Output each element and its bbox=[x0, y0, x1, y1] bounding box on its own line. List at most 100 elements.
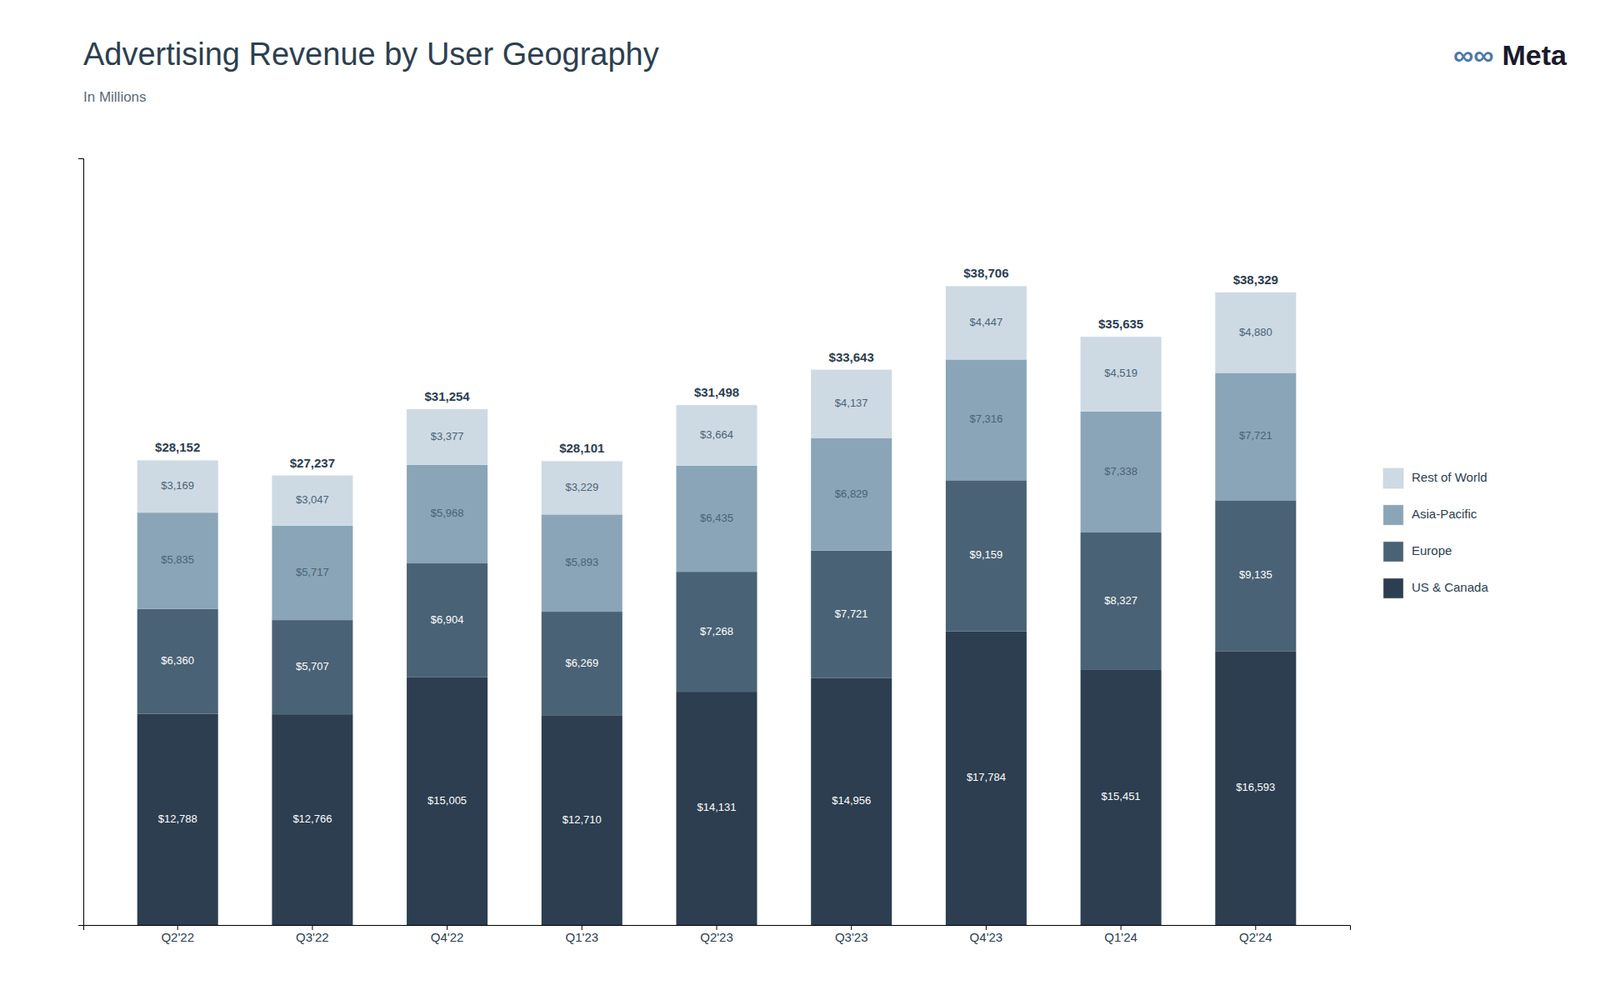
x-tick-label: Q4'22 bbox=[430, 930, 465, 945]
legend-label: Rest of World bbox=[1411, 470, 1488, 485]
data-label: $6,435 bbox=[700, 511, 734, 525]
bar bbox=[945, 480, 1027, 631]
x-tick-label: Q3'22 bbox=[295, 930, 330, 945]
data-label: $17,784 bbox=[966, 770, 1006, 784]
bar bbox=[945, 285, 1027, 360]
data-label: $15,451 bbox=[1101, 790, 1141, 803]
bar bbox=[945, 631, 1027, 925]
bar bbox=[1080, 336, 1162, 412]
y-axis bbox=[78, 159, 85, 926]
x-tick: Q1'23 bbox=[565, 925, 600, 945]
data-label: $3,664 bbox=[700, 428, 734, 441]
data-label: $12,788 bbox=[158, 812, 198, 825]
data-label: $9,159 bbox=[970, 548, 1004, 561]
x-tick: Q1'24 bbox=[1104, 925, 1138, 945]
bar bbox=[675, 571, 757, 692]
data-label: $6,829 bbox=[835, 487, 869, 500]
x-tick-label: Q2'23 bbox=[700, 930, 734, 945]
bar bbox=[406, 563, 488, 678]
data-label: $6,360 bbox=[160, 654, 195, 667]
bar bbox=[137, 460, 219, 513]
data-label: $4,519 bbox=[1104, 366, 1138, 380]
x-tick-label: Q2'22 bbox=[160, 930, 195, 945]
data-label: $3,229 bbox=[565, 480, 599, 494]
legend-item: Asia-Pacific bbox=[1383, 505, 1478, 525]
total-label: $31,254 bbox=[424, 389, 470, 404]
total-labels: $28,152 $27,237 $31,254 $28,101 $31,498 $33,6… bbox=[155, 265, 1279, 470]
legend-swatch bbox=[1383, 541, 1404, 562]
total-label: $38,706 bbox=[963, 265, 1009, 280]
data-label: $7,268 bbox=[700, 625, 734, 638]
total-label: $33,643 bbox=[829, 350, 875, 365]
bar bbox=[406, 409, 488, 465]
data-label: $3,377 bbox=[430, 430, 465, 443]
bar bbox=[541, 514, 623, 612]
x-tick-label: Q3'23 bbox=[835, 930, 869, 945]
x-tick-label: Q1'23 bbox=[565, 930, 600, 945]
bar bbox=[1215, 500, 1296, 651]
data-label: $7,721 bbox=[835, 607, 869, 620]
data-label: $5,968 bbox=[430, 506, 465, 520]
bar bbox=[137, 714, 219, 925]
data-labels: $12,788$12,766$15,005$12,710$14,131$14,9… bbox=[158, 315, 1276, 826]
bar bbox=[1080, 532, 1162, 670]
bars bbox=[137, 285, 1297, 925]
bar bbox=[1215, 372, 1296, 500]
data-label: $6,904 bbox=[430, 613, 465, 626]
total-label: $31,498 bbox=[694, 385, 740, 400]
data-label: $15,005 bbox=[427, 794, 467, 807]
bar bbox=[1080, 411, 1162, 533]
subtitle: In Millions bbox=[83, 89, 147, 105]
legend-item: Europe bbox=[1383, 541, 1452, 562]
bar bbox=[675, 405, 757, 466]
legend-label: Europe bbox=[1411, 543, 1452, 558]
data-label: $5,707 bbox=[295, 660, 330, 673]
bar bbox=[675, 465, 757, 572]
x-tick: Q4'23 bbox=[970, 925, 1004, 945]
bar bbox=[137, 609, 219, 715]
total-label: $27,237 bbox=[290, 455, 335, 470]
data-label: $8,327 bbox=[1104, 594, 1138, 607]
bar bbox=[1080, 670, 1162, 925]
legend-label: Asia-Pacific bbox=[1411, 506, 1478, 521]
total-label: $35,635 bbox=[1098, 316, 1144, 331]
bar bbox=[541, 460, 623, 515]
legend-label: US & Canada bbox=[1411, 580, 1489, 595]
x-tick-label: Q4'23 bbox=[970, 930, 1004, 945]
bar bbox=[1215, 292, 1296, 374]
x-tick-label: Q2'24 bbox=[1239, 930, 1273, 945]
bar bbox=[810, 438, 892, 551]
total-label: $28,152 bbox=[155, 440, 200, 455]
bar bbox=[810, 678, 892, 925]
bar bbox=[406, 677, 488, 925]
legend-swatch bbox=[1383, 578, 1404, 599]
x-tick-label: Q1'24 bbox=[1104, 930, 1138, 945]
legend-swatch bbox=[1383, 468, 1404, 489]
bar bbox=[271, 714, 353, 925]
data-label: $7,338 bbox=[1104, 465, 1138, 478]
bar-series bbox=[137, 285, 1297, 526]
bar bbox=[1215, 650, 1296, 925]
data-label: $4,137 bbox=[835, 396, 869, 410]
bar bbox=[271, 525, 353, 620]
x-tick: Q2'24 bbox=[1239, 925, 1273, 945]
data-label: $16,593 bbox=[1235, 780, 1275, 794]
data-label: $4,447 bbox=[970, 315, 1004, 329]
data-label: $3,047 bbox=[295, 493, 330, 506]
x-tick: Q2'22 bbox=[160, 925, 195, 945]
bar bbox=[810, 550, 892, 679]
bar bbox=[675, 691, 757, 925]
total-label: $38,329 bbox=[1233, 272, 1279, 287]
legend-item: US & Canada bbox=[1383, 578, 1489, 599]
bar bbox=[541, 611, 623, 715]
annotation: ∞∞ bbox=[1453, 39, 1494, 71]
data-label: $5,835 bbox=[160, 553, 195, 566]
data-label: $7,721 bbox=[1239, 429, 1273, 442]
total-label: $28,101 bbox=[559, 440, 605, 455]
bar bbox=[406, 465, 488, 564]
x-tick: Q3'22 bbox=[295, 925, 330, 945]
data-label: $4,880 bbox=[1239, 325, 1273, 339]
legend-swatch bbox=[1383, 505, 1404, 525]
bar bbox=[810, 370, 892, 439]
bar bbox=[945, 359, 1027, 480]
